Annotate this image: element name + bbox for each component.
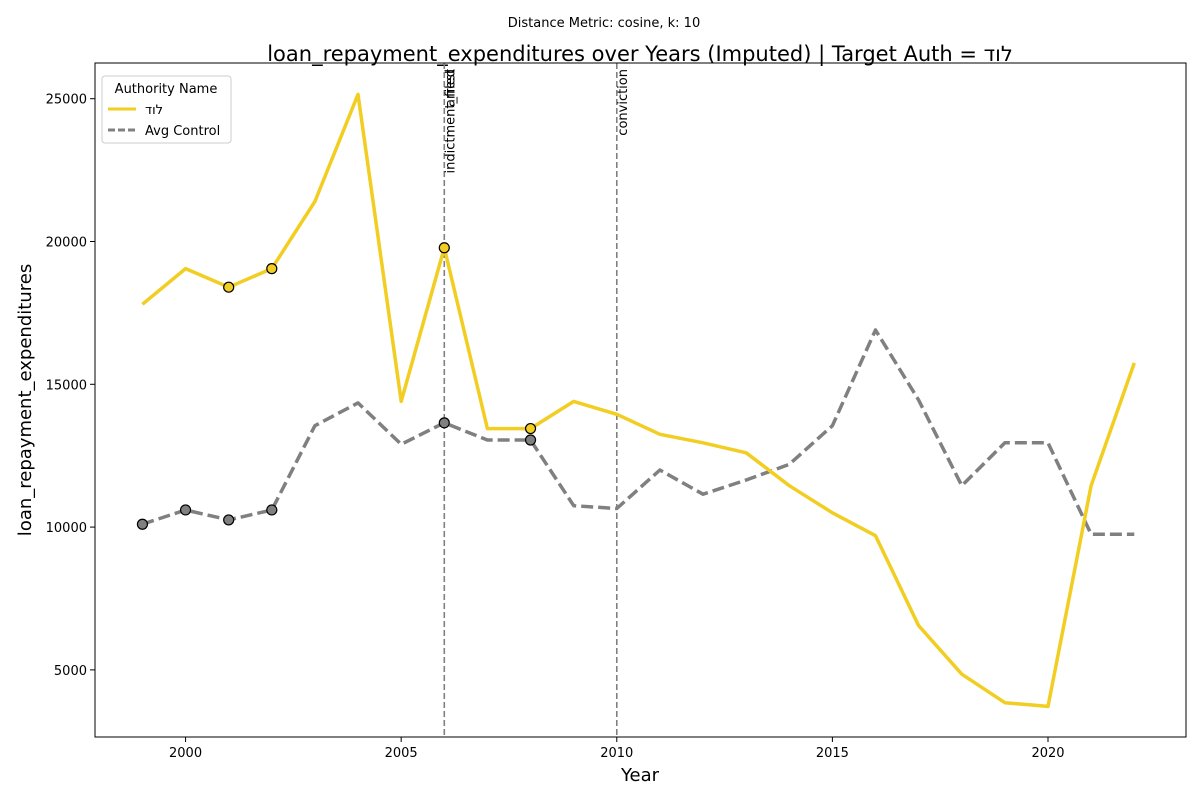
x-tick-label: 2015 — [816, 746, 849, 761]
y-tick-label: 20000 — [46, 235, 87, 250]
chart-suptitle: Distance Metric: cosine, k: 10 — [508, 16, 700, 31]
data-point-control — [524, 434, 537, 446]
y-tick-label: 15000 — [46, 378, 87, 393]
y-axis-label: loan_repayment_expenditures — [15, 264, 36, 536]
x-tick-label: 2010 — [600, 746, 633, 761]
event-label: arrest — [443, 69, 458, 107]
data-point-control — [223, 514, 235, 526]
data-point-target — [266, 263, 278, 275]
x-axis-label: Year — [620, 765, 660, 786]
legend-entry-control: Avg Control — [145, 124, 220, 139]
data-point-control — [438, 417, 450, 429]
x-axis: 2000 2005 2010 2015 2020 — [169, 737, 1065, 761]
data-point-target — [524, 422, 537, 435]
x-tick-label: 2005 — [385, 746, 418, 761]
legend-box — [101, 75, 232, 144]
data-point-control — [179, 504, 192, 516]
legend-title: Authority Name — [115, 82, 218, 97]
x-tick-label: 2000 — [169, 746, 202, 761]
data-point-target — [438, 242, 450, 254]
event-label: conviction — [616, 69, 631, 136]
x-tick-label: 2020 — [1031, 746, 1064, 761]
series-line-control — [141, 328, 1135, 536]
y-axis: 5000 10000 15000 20000 25000 — [46, 93, 95, 679]
event-label: indictment_filed — [443, 69, 458, 174]
y-tick-label: 5000 — [54, 664, 87, 679]
y-tick-label: 10000 — [46, 521, 87, 536]
legend-entry-target: לוד — [145, 103, 163, 118]
data-point-control — [266, 504, 278, 516]
plot-frame — [94, 62, 1187, 738]
y-tick-label: 25000 — [46, 93, 87, 108]
legend: Authority Name לוד Avg Control — [101, 75, 232, 144]
data-point-target — [223, 281, 235, 293]
series-line-target — [141, 92, 1136, 709]
data-point-control — [136, 518, 149, 530]
